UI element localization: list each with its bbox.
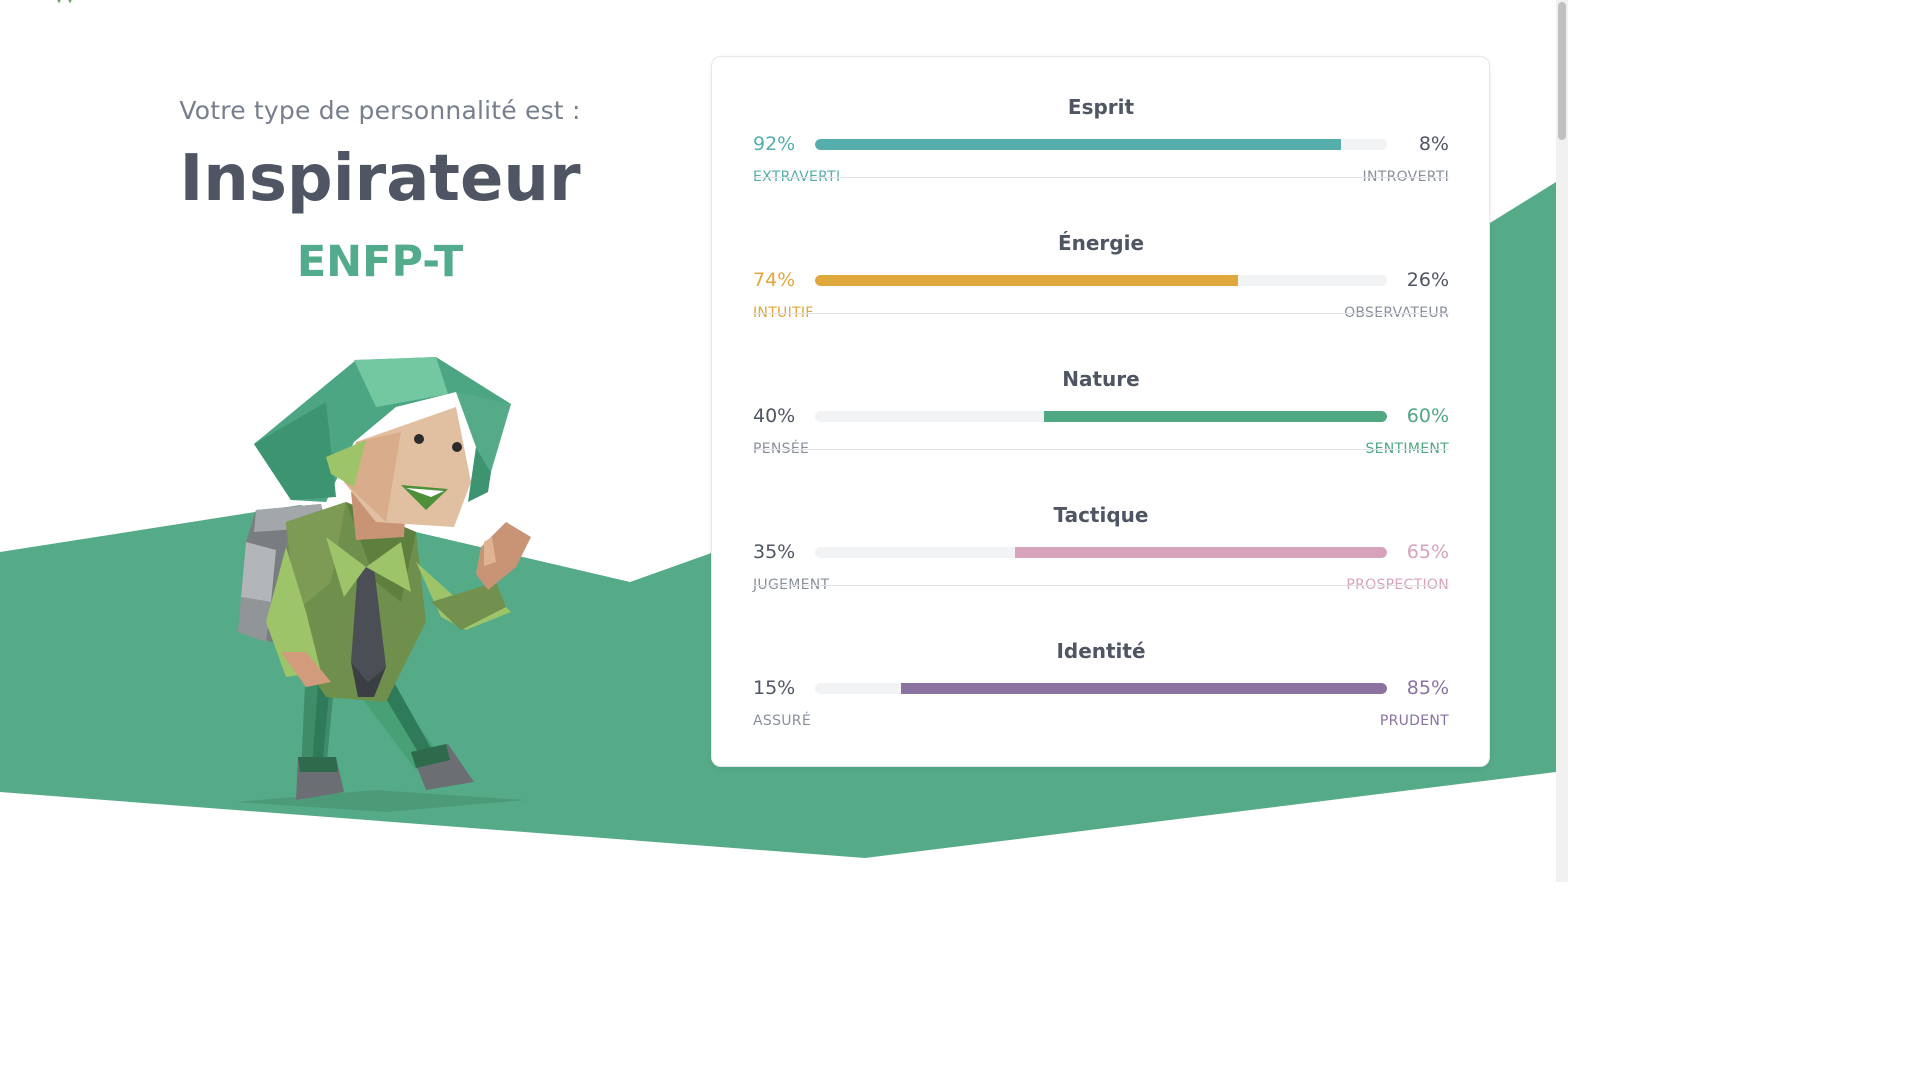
- trait-left-percent: 74%: [753, 269, 796, 291]
- trait-right-percent: 85%: [1406, 677, 1449, 699]
- trait-left-percent: 92%: [753, 133, 796, 155]
- trait-right-percent: 26%: [1406, 269, 1449, 291]
- trait-row-esprit: Esprit 92% 8% EXTRAVERTI INTROVERTI: [753, 57, 1449, 193]
- trait-left-label: ASSURÉ: [753, 713, 811, 729]
- trait-title: Identité: [1056, 639, 1146, 663]
- trait-left-percent: 15%: [753, 677, 796, 699]
- personality-type-name: Inspirateur: [179, 142, 581, 216]
- trait-right-percent: 65%: [1406, 541, 1449, 563]
- trait-title: Énergie: [1057, 231, 1145, 255]
- result-header: Votre type de personnalité est : Inspira…: [0, 96, 760, 284]
- trait-bar-fill: [815, 139, 1342, 150]
- scrollbar-thumb[interactable]: [1558, 2, 1566, 140]
- trait-bar-fill: [1043, 411, 1387, 422]
- trait-row-identite: Identité 15% 85% ASSURÉ PRUDENT: [753, 585, 1449, 737]
- trait-bar-fill: [900, 683, 1387, 694]
- trait-bar: [815, 139, 1387, 150]
- result-lead-text: Votre type de personnalité est :: [179, 96, 581, 125]
- trait-bar-fill: [1015, 547, 1387, 558]
- trait-bar: [815, 547, 1387, 558]
- trait-row-tactique: Tactique 35% 65% JUGEMENT PROSPECTION: [753, 449, 1449, 601]
- page-scrollbar[interactable]: [1556, 0, 1568, 882]
- trait-right-percent: 60%: [1406, 405, 1449, 427]
- campaigner-character-illustration: [236, 357, 531, 812]
- trait-title: Tactique: [1053, 503, 1149, 527]
- trait-row-energie: Énergie 74% 26% INTUITIF OBSERVATEUR: [753, 177, 1449, 329]
- trait-right-percent: 8%: [1418, 133, 1449, 155]
- trait-bar: [815, 275, 1387, 286]
- logo-icon[interactable]: [54, 0, 78, 6]
- trait-bar: [815, 411, 1387, 422]
- trait-row-nature: Nature 40% 60% PENSÉE SENTIMENT: [753, 313, 1449, 465]
- trait-left-percent: 40%: [753, 405, 796, 427]
- personality-traits-card: Esprit 92% 8% EXTRAVERTI INTROVERTI Éner…: [711, 56, 1490, 767]
- trait-title: Esprit: [1067, 95, 1135, 119]
- personality-type-code: ENFP-T: [296, 237, 464, 287]
- trait-title: Nature: [1062, 367, 1140, 391]
- trait-right-label: PRUDENT: [1379, 713, 1449, 729]
- trait-bar-fill: [815, 275, 1239, 286]
- trait-bar: [815, 683, 1387, 694]
- trait-left-percent: 35%: [753, 541, 796, 563]
